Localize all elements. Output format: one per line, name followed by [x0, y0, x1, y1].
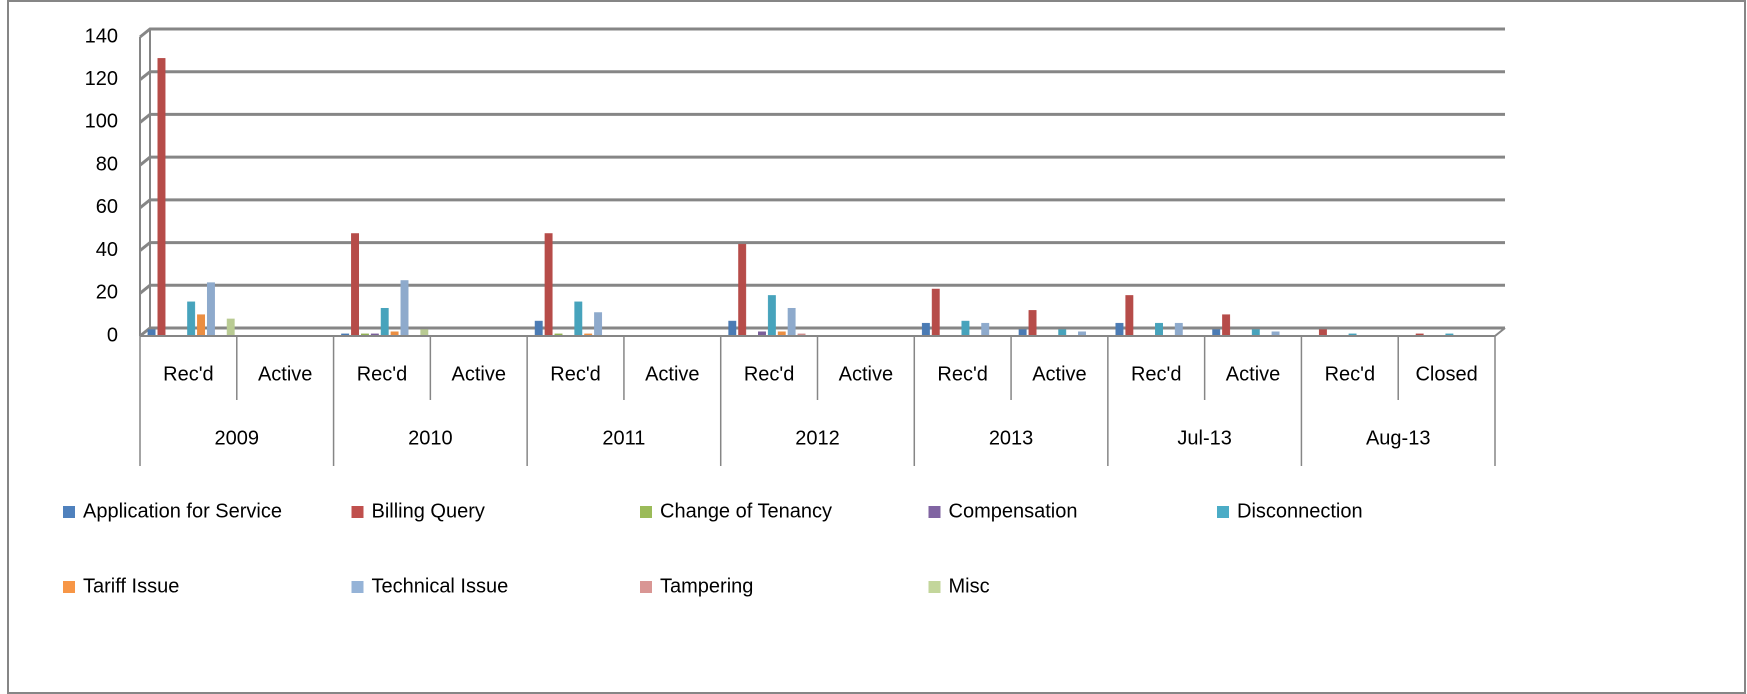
x-tick-label: Closed — [1415, 363, 1477, 385]
bar — [206, 282, 215, 337]
bar — [961, 320, 970, 337]
legend-label: Compensation — [949, 500, 1078, 522]
x-tick-label: Rec'd — [744, 363, 795, 385]
x-group-label: Aug-13 — [1366, 427, 1431, 449]
x-tick-label: Active — [839, 363, 893, 385]
x-tick-label: Rec'd — [1131, 363, 1182, 385]
bar — [921, 322, 930, 337]
legend-swatch — [351, 581, 364, 593]
bar — [197, 314, 206, 337]
legend-label: Billing Query — [372, 500, 485, 522]
legend-swatch — [928, 506, 941, 518]
bar — [931, 288, 940, 337]
legend-label: Tariff Issue — [83, 575, 179, 597]
x-tick-label: Active — [258, 363, 312, 385]
bar — [400, 280, 409, 337]
y-tick-label: 140 — [85, 25, 118, 47]
bar — [1115, 322, 1124, 337]
bar — [187, 301, 196, 337]
x-tick-label: Rec'd — [550, 363, 601, 385]
legend-swatch — [351, 506, 364, 518]
legend-label: Misc — [949, 575, 990, 597]
bar — [738, 243, 747, 337]
x-group-label: Jul-13 — [1177, 427, 1231, 449]
y-tick-label: 80 — [96, 153, 118, 175]
bar — [767, 295, 776, 337]
bar — [574, 301, 583, 337]
x-tick-label: Rec'd — [357, 363, 408, 385]
bar — [787, 307, 796, 337]
legend-swatch — [928, 581, 941, 593]
bar — [544, 233, 553, 337]
legend-swatch — [1217, 506, 1229, 518]
bar — [1174, 322, 1183, 337]
legend-label: Change of Tenancy — [660, 500, 832, 522]
legend-swatch — [63, 581, 75, 593]
chart-border — [7, 0, 1746, 694]
x-group-label: 2012 — [795, 427, 840, 449]
bar — [351, 233, 360, 337]
x-tick-label: Rec'd — [1325, 363, 1376, 385]
bar — [157, 58, 166, 337]
legend-swatch — [640, 506, 652, 518]
x-axis-back — [1494, 327, 1506, 337]
bar — [728, 320, 737, 337]
x-group-label: 2013 — [989, 427, 1034, 449]
bar — [226, 318, 235, 337]
y-tick-label: 120 — [85, 68, 118, 90]
y-tick-label: 0 — [107, 324, 118, 346]
bar — [380, 307, 389, 337]
x-group-label: 2011 — [602, 427, 645, 449]
bar — [1125, 295, 1134, 337]
y-tick-label: 60 — [96, 196, 118, 218]
legend-label: Technical Issue — [372, 575, 509, 597]
bar — [1155, 322, 1163, 337]
bar — [981, 322, 990, 337]
legend-label: Tampering — [660, 575, 753, 597]
x-tick-label: Active — [452, 363, 506, 385]
bar — [1222, 314, 1231, 337]
bar — [534, 320, 543, 337]
legend-label: Application for Service — [83, 500, 282, 522]
x-tick-label: Active — [645, 363, 699, 385]
y-tick-label: 40 — [96, 239, 118, 261]
bar — [594, 312, 603, 337]
x-tick-label: Rec'd — [937, 363, 988, 385]
y-tick-label: 100 — [85, 111, 118, 133]
legend-swatch — [640, 581, 652, 593]
legend-label: Disconnection — [1237, 500, 1363, 522]
bar — [1028, 310, 1037, 337]
x-tick-label: Active — [1032, 363, 1086, 385]
x-group-label: 2009 — [215, 427, 260, 449]
x-group-label: 2010 — [408, 427, 453, 449]
legend-swatch — [63, 506, 75, 518]
x-tick-label: Active — [1226, 363, 1280, 385]
y-tick-label: 20 — [96, 282, 118, 304]
x-tick-label: Rec'd — [163, 363, 214, 385]
